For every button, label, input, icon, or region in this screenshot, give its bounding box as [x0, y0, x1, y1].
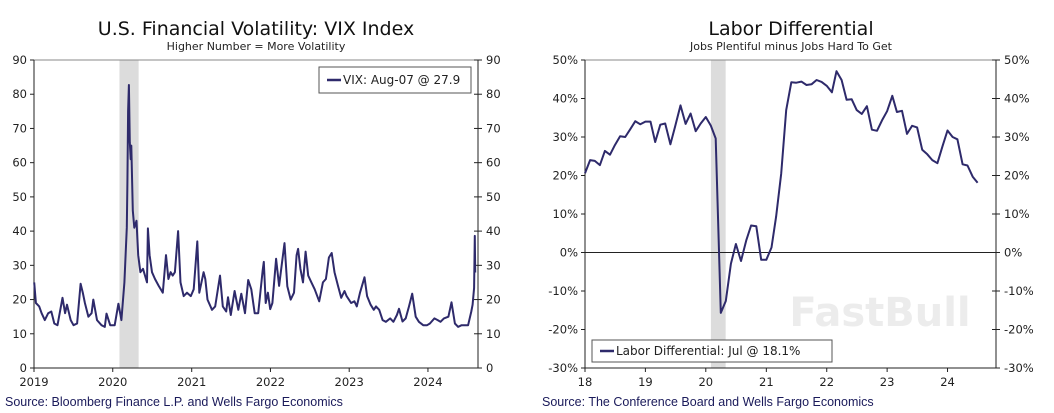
x-tick-label: 20 — [698, 375, 713, 389]
y-tick-label-left: -30% — [548, 361, 578, 375]
y-tick-label-right: -20% — [1004, 323, 1034, 337]
legend-box — [318, 66, 472, 94]
x-tick-label: 21 — [759, 375, 774, 389]
series-line — [584, 70, 979, 314]
y-tick-label-right: 60 — [486, 156, 501, 170]
plot-frame — [33, 59, 479, 369]
y-tick-label-left: 0 — [20, 361, 27, 375]
x-tick-label: 22 — [819, 375, 834, 389]
y-tick-label-left: 60 — [12, 156, 27, 170]
legend-label: VIX: Aug-07 @ 27.9 — [343, 73, 460, 87]
y-tick-label-right: 30% — [1004, 130, 1030, 144]
y-tick-label-right: 30 — [486, 258, 501, 272]
chart-source: Source: Bloomberg Finance L.P. and Wells… — [5, 395, 343, 409]
y-tick-label-left: 80 — [12, 87, 27, 101]
y-tick-label-left: 40 — [12, 224, 27, 238]
y-tick-label-right: 40% — [1004, 92, 1030, 106]
y-tick-label-right: 50 — [486, 190, 501, 204]
vix-chart: U.S. Financial Volatility: VIX Index Hig… — [5, 18, 501, 409]
watermark-logo: FastBull — [789, 290, 970, 336]
x-tick-label: 2019 — [19, 375, 48, 389]
chart-title: U.S. Financial Volatility: VIX Index — [98, 18, 414, 40]
x-tick-label: 23 — [880, 375, 895, 389]
x-tick-label: 2023 — [335, 375, 364, 389]
y-tick-label-left: -20% — [548, 323, 578, 337]
y-tick-label-right: -10% — [1004, 284, 1034, 298]
y-tick-label-left: -10% — [548, 284, 578, 298]
y-tick-label-right: 90 — [486, 53, 501, 67]
x-tick-label: 24 — [940, 375, 955, 389]
chart-subtitle: Jobs Plentiful minus Jobs Hard To Get — [689, 40, 893, 53]
x-tick-label: 19 — [638, 375, 653, 389]
y-tick-label-right: 70 — [486, 121, 501, 135]
y-tick-label-left: 30% — [552, 130, 578, 144]
x-tick-label: 2020 — [98, 375, 127, 389]
legend-box — [591, 339, 833, 363]
x-tick-label: 2021 — [177, 375, 206, 389]
y-tick-label-left: 50 — [12, 190, 27, 204]
chart-source: Source: The Conference Board and Wells F… — [542, 395, 874, 409]
y-tick-label-right: 10% — [1004, 207, 1030, 221]
chart-title: Labor Differential — [708, 18, 873, 40]
y-tick-label-right: 40 — [486, 224, 501, 238]
chart-subtitle: Higher Number = More Volatility — [167, 40, 346, 53]
y-tick-label-left: 0% — [560, 246, 578, 260]
y-tick-label-right: -30% — [1004, 361, 1034, 375]
y-tick-label-left: 40% — [552, 92, 578, 106]
y-tick-label-right: 80 — [486, 87, 501, 101]
y-tick-label-left: 10% — [552, 207, 578, 221]
y-tick-label-left: 50% — [552, 53, 578, 67]
y-tick-label-left: 90 — [12, 53, 27, 67]
x-tick-label: 2022 — [256, 375, 285, 389]
y-tick-label-left: 20 — [12, 293, 27, 307]
y-tick-label-right: 20 — [486, 293, 501, 307]
y-tick-label-left: 30 — [12, 258, 27, 272]
labor-differential-chart: Labor Differential Jobs Plentiful minus … — [542, 18, 1034, 409]
series-line — [33, 84, 477, 328]
y-tick-label-left: 10 — [12, 327, 27, 341]
x-tick-label: 2024 — [413, 375, 442, 389]
y-tick-label-left: 70 — [12, 121, 27, 135]
y-tick-label-right: 0 — [486, 361, 493, 375]
y-tick-label-left: 20% — [552, 169, 578, 183]
y-tick-label-right: 10 — [486, 327, 501, 341]
y-tick-label-right: 0% — [1004, 246, 1022, 260]
legend-label: Labor Differential: Jul @ 18.1% — [616, 344, 800, 358]
y-tick-label-right: 50% — [1004, 53, 1030, 67]
y-tick-label-right: 20% — [1004, 169, 1030, 183]
x-tick-label: 18 — [578, 375, 593, 389]
